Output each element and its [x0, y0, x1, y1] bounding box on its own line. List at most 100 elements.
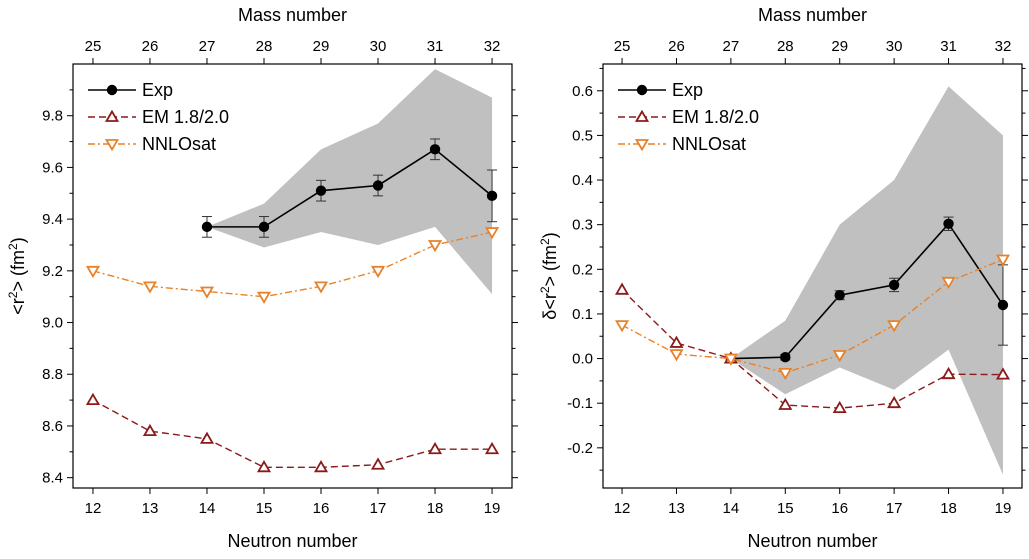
data-point — [614, 320, 630, 333]
x2-tick-label: 30 — [370, 38, 387, 55]
plot-frame — [602, 63, 1023, 489]
data-point — [199, 286, 215, 299]
y-tick-label: 0.0 — [572, 351, 593, 368]
x2-tick-label: 26 — [142, 38, 159, 55]
uncertainty-band — [730, 86, 1003, 475]
x-tick-label: 16 — [831, 500, 848, 517]
legend-label: EM 1.8/2.0 — [672, 107, 759, 127]
plot-frame — [72, 63, 513, 489]
y-tick-label: -0.1 — [567, 395, 593, 412]
y-tick-label: 0.1 — [572, 306, 593, 323]
x-tick-label: 18 — [427, 500, 444, 517]
x2-tick-label: 31 — [940, 38, 957, 55]
data-point — [256, 291, 272, 304]
data-point — [997, 299, 1009, 311]
data-point — [315, 185, 327, 196]
series-em-1-8-2-0 — [85, 392, 500, 473]
data-point — [486, 190, 498, 202]
x2-tick-label: 27 — [723, 38, 740, 55]
x2-tick-label: 30 — [886, 38, 903, 55]
x-tick-label: 13 — [668, 500, 685, 517]
legend-label: Exp — [142, 80, 173, 100]
x2-tick-label: 29 — [313, 38, 330, 55]
x-tick-label: 19 — [484, 500, 501, 517]
series-nnlosat — [85, 227, 500, 304]
y-tick-label: 0.5 — [572, 127, 593, 144]
x2-tick-label: 28 — [777, 38, 794, 55]
y-tick-label: 9.4 — [42, 211, 63, 228]
x-tick-label: 19 — [995, 500, 1012, 517]
data-point — [313, 281, 329, 294]
y-tick-label: 0.3 — [572, 217, 593, 234]
data-point — [669, 335, 684, 348]
x-tick-label: 15 — [777, 500, 794, 517]
data-point — [832, 350, 847, 363]
data-point — [199, 431, 215, 444]
data-point — [780, 352, 791, 363]
y-tick-label: 9.2 — [42, 263, 63, 280]
y-tick-label: 9.8 — [42, 108, 63, 125]
data-point — [256, 460, 272, 473]
data-point — [484, 441, 500, 455]
x-tick-label: 14 — [723, 500, 740, 517]
series-line — [730, 222, 1004, 360]
x-axis-title: Neutron number — [227, 531, 357, 551]
x2-axis-title: Mass number — [238, 5, 347, 25]
x2-tick-label: 28 — [256, 38, 273, 55]
legend-marker — [634, 139, 650, 152]
x2-axis-title: Mass number — [758, 5, 867, 25]
legend-label: EM 1.8/2.0 — [142, 107, 229, 127]
data-point — [669, 349, 684, 362]
legend-label: NNLOsat — [672, 134, 746, 154]
legend-marker — [104, 109, 120, 122]
x-tick-label: 13 — [142, 500, 159, 517]
legend: Exp EM 1.8/2.0 NNLOsat — [618, 80, 759, 154]
x-axis-title: Neutron number — [747, 531, 877, 551]
y-tick-label: 8.6 — [42, 418, 63, 435]
y-tick-label: 0.4 — [572, 172, 593, 189]
x-tick-label: 17 — [370, 500, 387, 517]
legend-marker — [104, 139, 120, 152]
chart-panel-2: 12 13 14 15 16 17 18 19 25 26 27 28 29 30 31 32 -0.2 -0.1… — [538, 5, 1028, 551]
uncertainty-band — [206, 69, 493, 295]
y-tick-label: 9.0 — [42, 315, 63, 332]
data-point — [834, 289, 845, 301]
x-tick-label: 12 — [85, 500, 102, 517]
data-point — [85, 392, 101, 405]
data-point — [887, 395, 902, 409]
y-axis-title: <r2> (fm2) — [6, 237, 28, 314]
series-line — [92, 399, 493, 469]
data-point — [995, 254, 1011, 267]
x-tick-label: 15 — [256, 500, 273, 517]
legend-marker — [634, 109, 650, 122]
y-tick-label: 8.8 — [42, 366, 63, 383]
series-line — [621, 289, 1003, 409]
data-point — [941, 276, 956, 290]
series-exp — [201, 138, 498, 238]
series-line — [206, 148, 493, 228]
x2-tick-label: 32 — [995, 38, 1012, 55]
x2-tick-label: 27 — [199, 38, 216, 55]
data-point — [427, 441, 443, 455]
x2-tick-label: 31 — [427, 38, 444, 55]
series-nnlosat — [614, 254, 1011, 381]
data-point — [832, 400, 847, 414]
y-tick-label: 8.4 — [42, 470, 63, 487]
x2-tick-label: 26 — [668, 38, 685, 55]
x2-tick-label: 25 — [614, 38, 631, 55]
data-point — [372, 180, 384, 191]
data-point — [778, 367, 793, 381]
data-point — [427, 240, 443, 253]
x2-tick-label: 29 — [831, 38, 848, 55]
chart-panel-1: 12 13 14 15 16 17 18 19 25 26 27 28 29 30 31 32 8.4 8.6 8.… — [6, 5, 518, 551]
legend-marker — [106, 84, 118, 96]
data-point — [142, 423, 158, 437]
data-point — [142, 281, 158, 294]
x-tick-label: 17 — [886, 500, 903, 517]
legend: Exp EM 1.8/2.0 NNLOsat — [88, 80, 229, 154]
data-point — [887, 320, 902, 333]
data-point — [370, 457, 386, 470]
y-tick-label: 0.6 — [572, 83, 593, 100]
data-point — [943, 218, 954, 229]
